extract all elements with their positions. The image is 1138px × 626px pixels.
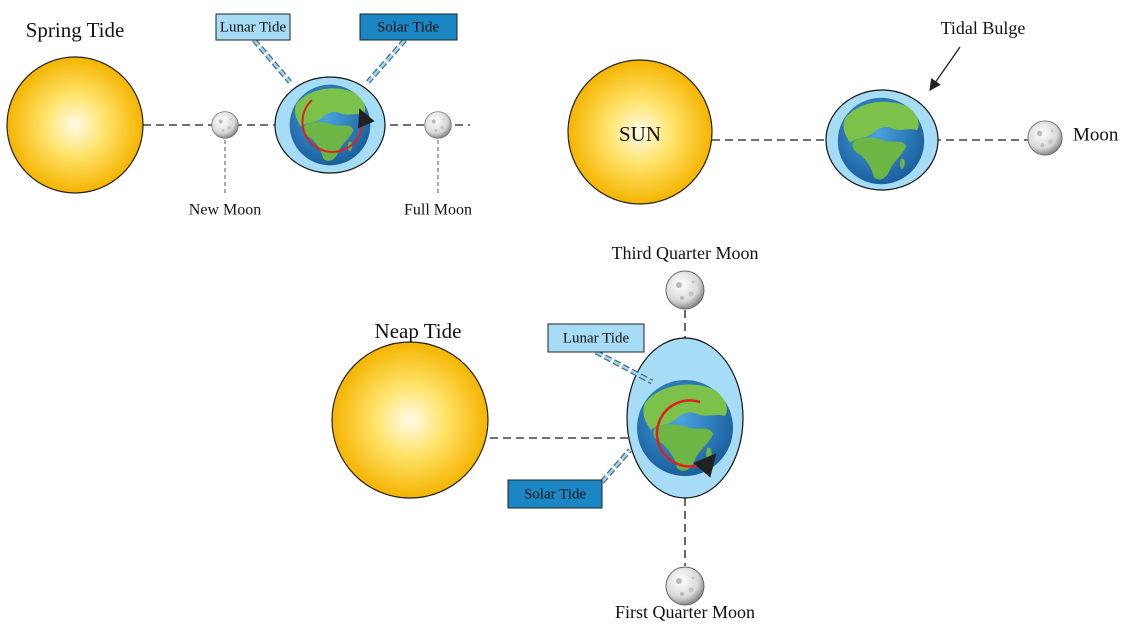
decoration xyxy=(368,40,405,82)
moon xyxy=(666,567,704,605)
neap-tide: Lunar Tide Solar Tide Neap Tide Third Qu… xyxy=(332,243,758,622)
moon xyxy=(666,271,704,309)
label: Lunar Tide xyxy=(220,19,287,35)
moon xyxy=(1028,121,1062,155)
title: Neap Tide xyxy=(375,319,462,343)
label: Tidal Bulge xyxy=(941,18,1026,38)
decoration xyxy=(254,40,290,82)
moon xyxy=(425,112,452,139)
label: Solar Tide xyxy=(377,19,439,35)
tide-diagram: Lunar Tide Solar Tide Spring Tide New Mo… xyxy=(0,0,1138,626)
connector xyxy=(368,40,405,82)
label: New Moon xyxy=(189,202,261,219)
sun xyxy=(7,57,143,193)
pointer-arrow xyxy=(930,47,960,90)
label: First Quarter Moon xyxy=(615,602,755,622)
sun xyxy=(332,342,488,498)
earth xyxy=(838,98,924,184)
label: Moon xyxy=(1073,124,1119,145)
earth xyxy=(637,380,733,476)
spring-tide: Lunar Tide Solar Tide Spring Tide New Mo… xyxy=(7,14,472,219)
tidal-bulge-diagram: SUN Tidal Bulge Moon xyxy=(568,18,1119,204)
label: Third Quarter Moon xyxy=(612,243,759,263)
label: Lunar Tide xyxy=(563,330,630,346)
connector xyxy=(254,40,290,82)
decoration xyxy=(602,450,630,482)
moon xyxy=(212,112,239,139)
label: Full Moon xyxy=(404,202,472,219)
label: Solar Tide xyxy=(524,486,586,502)
title: Spring Tide xyxy=(26,18,125,42)
label: SUN xyxy=(619,122,661,146)
